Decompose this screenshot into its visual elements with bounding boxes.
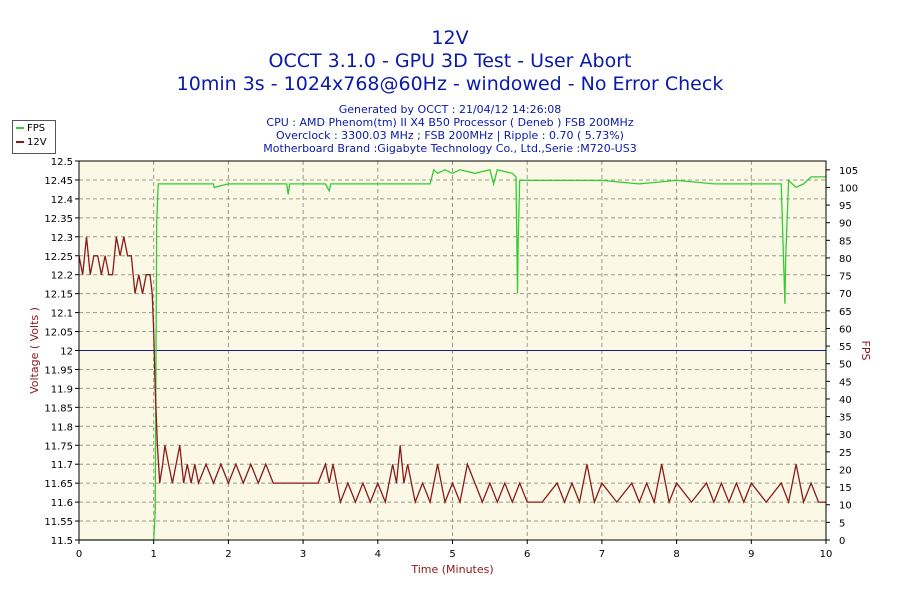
y-right-axis-label: FPS — [859, 341, 872, 361]
meta-line-generated: Generated by OCCT : 21/04/12 14:26:08 — [338, 103, 562, 116]
y-left-tick-label: 12.3 — [51, 233, 73, 244]
x-tick-label: 1 — [151, 549, 157, 560]
y-left-tick-label: 11.75 — [44, 441, 73, 452]
y-left-tick-label: 11.7 — [51, 460, 73, 471]
meta-line-overclock: Overclock : 3300.03 MHz ; FSB 200MHz | R… — [276, 129, 624, 142]
y-left-tick-label: 12.05 — [44, 328, 73, 339]
legend-item-fps: FPS — [16, 123, 45, 135]
y-left-tick-label: 11.65 — [44, 479, 73, 490]
y-right-tick-label: 50 — [839, 360, 852, 371]
x-tick-label: 9 — [748, 549, 754, 560]
x-tick-label: 10 — [820, 549, 833, 560]
series-line-12v — [78, 236, 826, 505]
y-left-tick-label: 11.6 — [51, 498, 73, 509]
legend-label-fps: FPS — [27, 123, 46, 134]
y-right-tick-label: 85 — [839, 236, 852, 247]
y-right-tick-label: 70 — [839, 289, 852, 300]
y-right-tick-label: 30 — [839, 430, 852, 441]
y-left-tick-label: 12.45 — [44, 176, 73, 187]
y-right-tick-label: 60 — [839, 324, 852, 335]
chart-title: 12V — [431, 27, 469, 49]
y-left-tick-label: 11.8 — [51, 422, 73, 433]
y-right-tick-label: 45 — [839, 377, 852, 388]
x-tick-label: 7 — [599, 549, 605, 560]
y-left-tick-label: 12.25 — [44, 252, 73, 263]
chart-subtitle: OCCT 3.1.0 - GPU 3D Test - User Abort — [268, 50, 632, 72]
y-right-tick-label: 0 — [839, 536, 845, 547]
y-left-tick-label: 11.85 — [44, 403, 73, 414]
y-left-tick-label: 12.35 — [44, 214, 73, 225]
y-left-tick-label: 12.4 — [51, 195, 73, 206]
y-right-tick-label: 15 — [839, 483, 852, 494]
x-axis-label: Time (Minutes) — [410, 563, 493, 576]
x-tick-label: 5 — [449, 549, 455, 560]
y-right-tick-label: 55 — [839, 342, 852, 353]
y-left-tick-label: 11.55 — [44, 517, 73, 528]
x-tick-label: 6 — [524, 549, 530, 560]
x-tick-label: 0 — [76, 549, 82, 560]
chart-info: 10min 3s - 1024x768@60Hz - windowed - No… — [176, 73, 724, 95]
y-right-tick-label: 80 — [839, 254, 852, 265]
y-left-tick-label: 11.9 — [51, 384, 73, 395]
y-right-tick-label: 75 — [839, 272, 852, 283]
meta-line-cpu: CPU : AMD Phenom(tm) II X4 B50 Processor… — [266, 116, 634, 129]
x-tick-label: 8 — [673, 549, 679, 560]
y-right-tick-label: 105 — [839, 166, 858, 177]
y-left-tick-label: 12.5 — [51, 157, 73, 168]
x-tick-label: 4 — [375, 549, 381, 560]
y-right-tick-label: 40 — [839, 395, 852, 406]
x-tick-label: 2 — [225, 549, 231, 560]
y-left-axis-label: Voltage ( Volts ) — [28, 307, 41, 394]
legend-label-12v: 12V — [27, 137, 47, 148]
x-tick-label: 3 — [300, 549, 306, 560]
meta-line-motherboard: Motherboard Brand :Gigabyte Technology C… — [263, 142, 637, 155]
y-right-tick-label: 35 — [839, 413, 852, 424]
y-left-tick-label: 12.15 — [44, 290, 73, 301]
y-right-tick-label: 100 — [839, 183, 858, 194]
y-left-tick-label: 11.5 — [51, 536, 73, 547]
y-right-tick-label: 95 — [839, 201, 852, 212]
y-right-tick-label: 10 — [839, 501, 852, 512]
y-right-tick-label: 65 — [839, 307, 852, 318]
series-line-fps — [79, 168, 826, 541]
y-left-tick-label: 11.95 — [44, 365, 73, 376]
y-right-tick-label: 90 — [839, 219, 852, 230]
y-right-tick-label: 25 — [839, 448, 852, 459]
y-left-tick-label: 12.1 — [51, 309, 73, 320]
y-left-tick-label: 12 — [60, 347, 73, 358]
y-right-tick-label: 20 — [839, 465, 852, 476]
y-right-tick-label: 5 — [839, 518, 845, 529]
legend-item-12v: 12V — [16, 137, 47, 149]
y-left-tick-label: 12.2 — [51, 271, 73, 282]
legend: FPS 12V — [12, 120, 56, 154]
plot-frame — [78, 160, 827, 541]
